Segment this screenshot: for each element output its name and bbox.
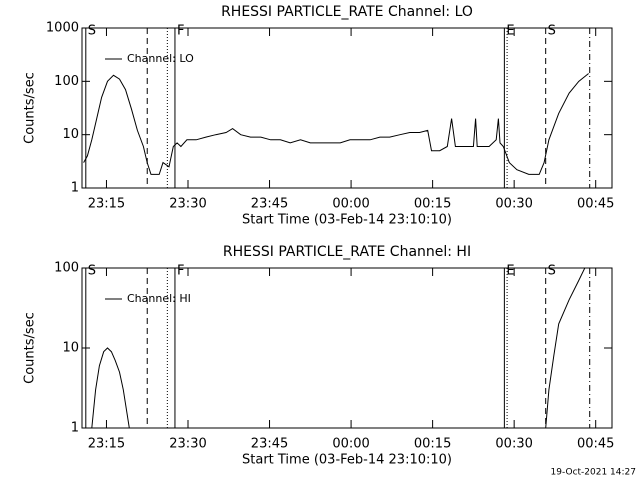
x-tick-label: 23:45 — [251, 197, 288, 212]
event-label: F — [177, 24, 184, 39]
event-label: S — [88, 264, 96, 279]
x-tick-label: 23:30 — [169, 197, 206, 212]
x-axis-label: Start Time (03-Feb-14 23:10:10) — [242, 453, 452, 468]
x-tick-label: 00:30 — [495, 437, 532, 452]
x-tick-label: 00:00 — [332, 437, 369, 452]
x-tick-label: 23:45 — [251, 437, 288, 452]
x-tick-label: 23:15 — [88, 437, 125, 452]
x-tick-label: 00:00 — [332, 197, 369, 212]
plot-frame — [81, 27, 613, 189]
event-label: F — [177, 264, 184, 279]
chart-title: RHESSI PARTICLE_RATE Channel: LO — [221, 4, 473, 20]
x-tick-label: 00:15 — [414, 437, 451, 452]
y-tick-label: 1 — [71, 421, 79, 436]
y-tick-label: 100 — [54, 261, 79, 276]
legend-label: Channel: HI — [127, 292, 191, 305]
x-tick-label: 00:30 — [495, 197, 532, 212]
x-tick-label: 23:30 — [169, 437, 206, 452]
y-tick-label: 1000 — [46, 21, 79, 36]
event-label: S — [88, 24, 96, 39]
y-axis-label: Counts/sec — [23, 312, 38, 384]
y-tick-label: 100 — [54, 74, 79, 89]
x-tick-label: 23:15 — [88, 197, 125, 212]
y-tick-label: 10 — [62, 127, 79, 142]
timestamp: 19-Oct-2021 14:27 — [551, 468, 636, 478]
data-line — [83, 73, 589, 175]
x-tick-label: 00:45 — [577, 437, 614, 452]
y-tick-label: 1 — [71, 181, 79, 196]
x-tick-label: 00:15 — [414, 197, 451, 212]
plot-frame — [81, 267, 613, 429]
event-label: S — [548, 264, 556, 279]
x-tick-label: 00:45 — [577, 197, 614, 212]
data-line — [91, 268, 586, 428]
y-tick-label: 10 — [62, 341, 79, 356]
legend-label: Channel: LO — [127, 52, 194, 65]
x-axis-label: Start Time (03-Feb-14 23:10:10) — [242, 213, 452, 228]
y-axis-label: Counts/sec — [23, 72, 38, 144]
event-label: E — [506, 264, 514, 279]
chart-title: RHESSI PARTICLE_RATE Channel: HI — [223, 244, 471, 260]
event-label: E — [506, 24, 514, 39]
event-label: S — [548, 24, 556, 39]
